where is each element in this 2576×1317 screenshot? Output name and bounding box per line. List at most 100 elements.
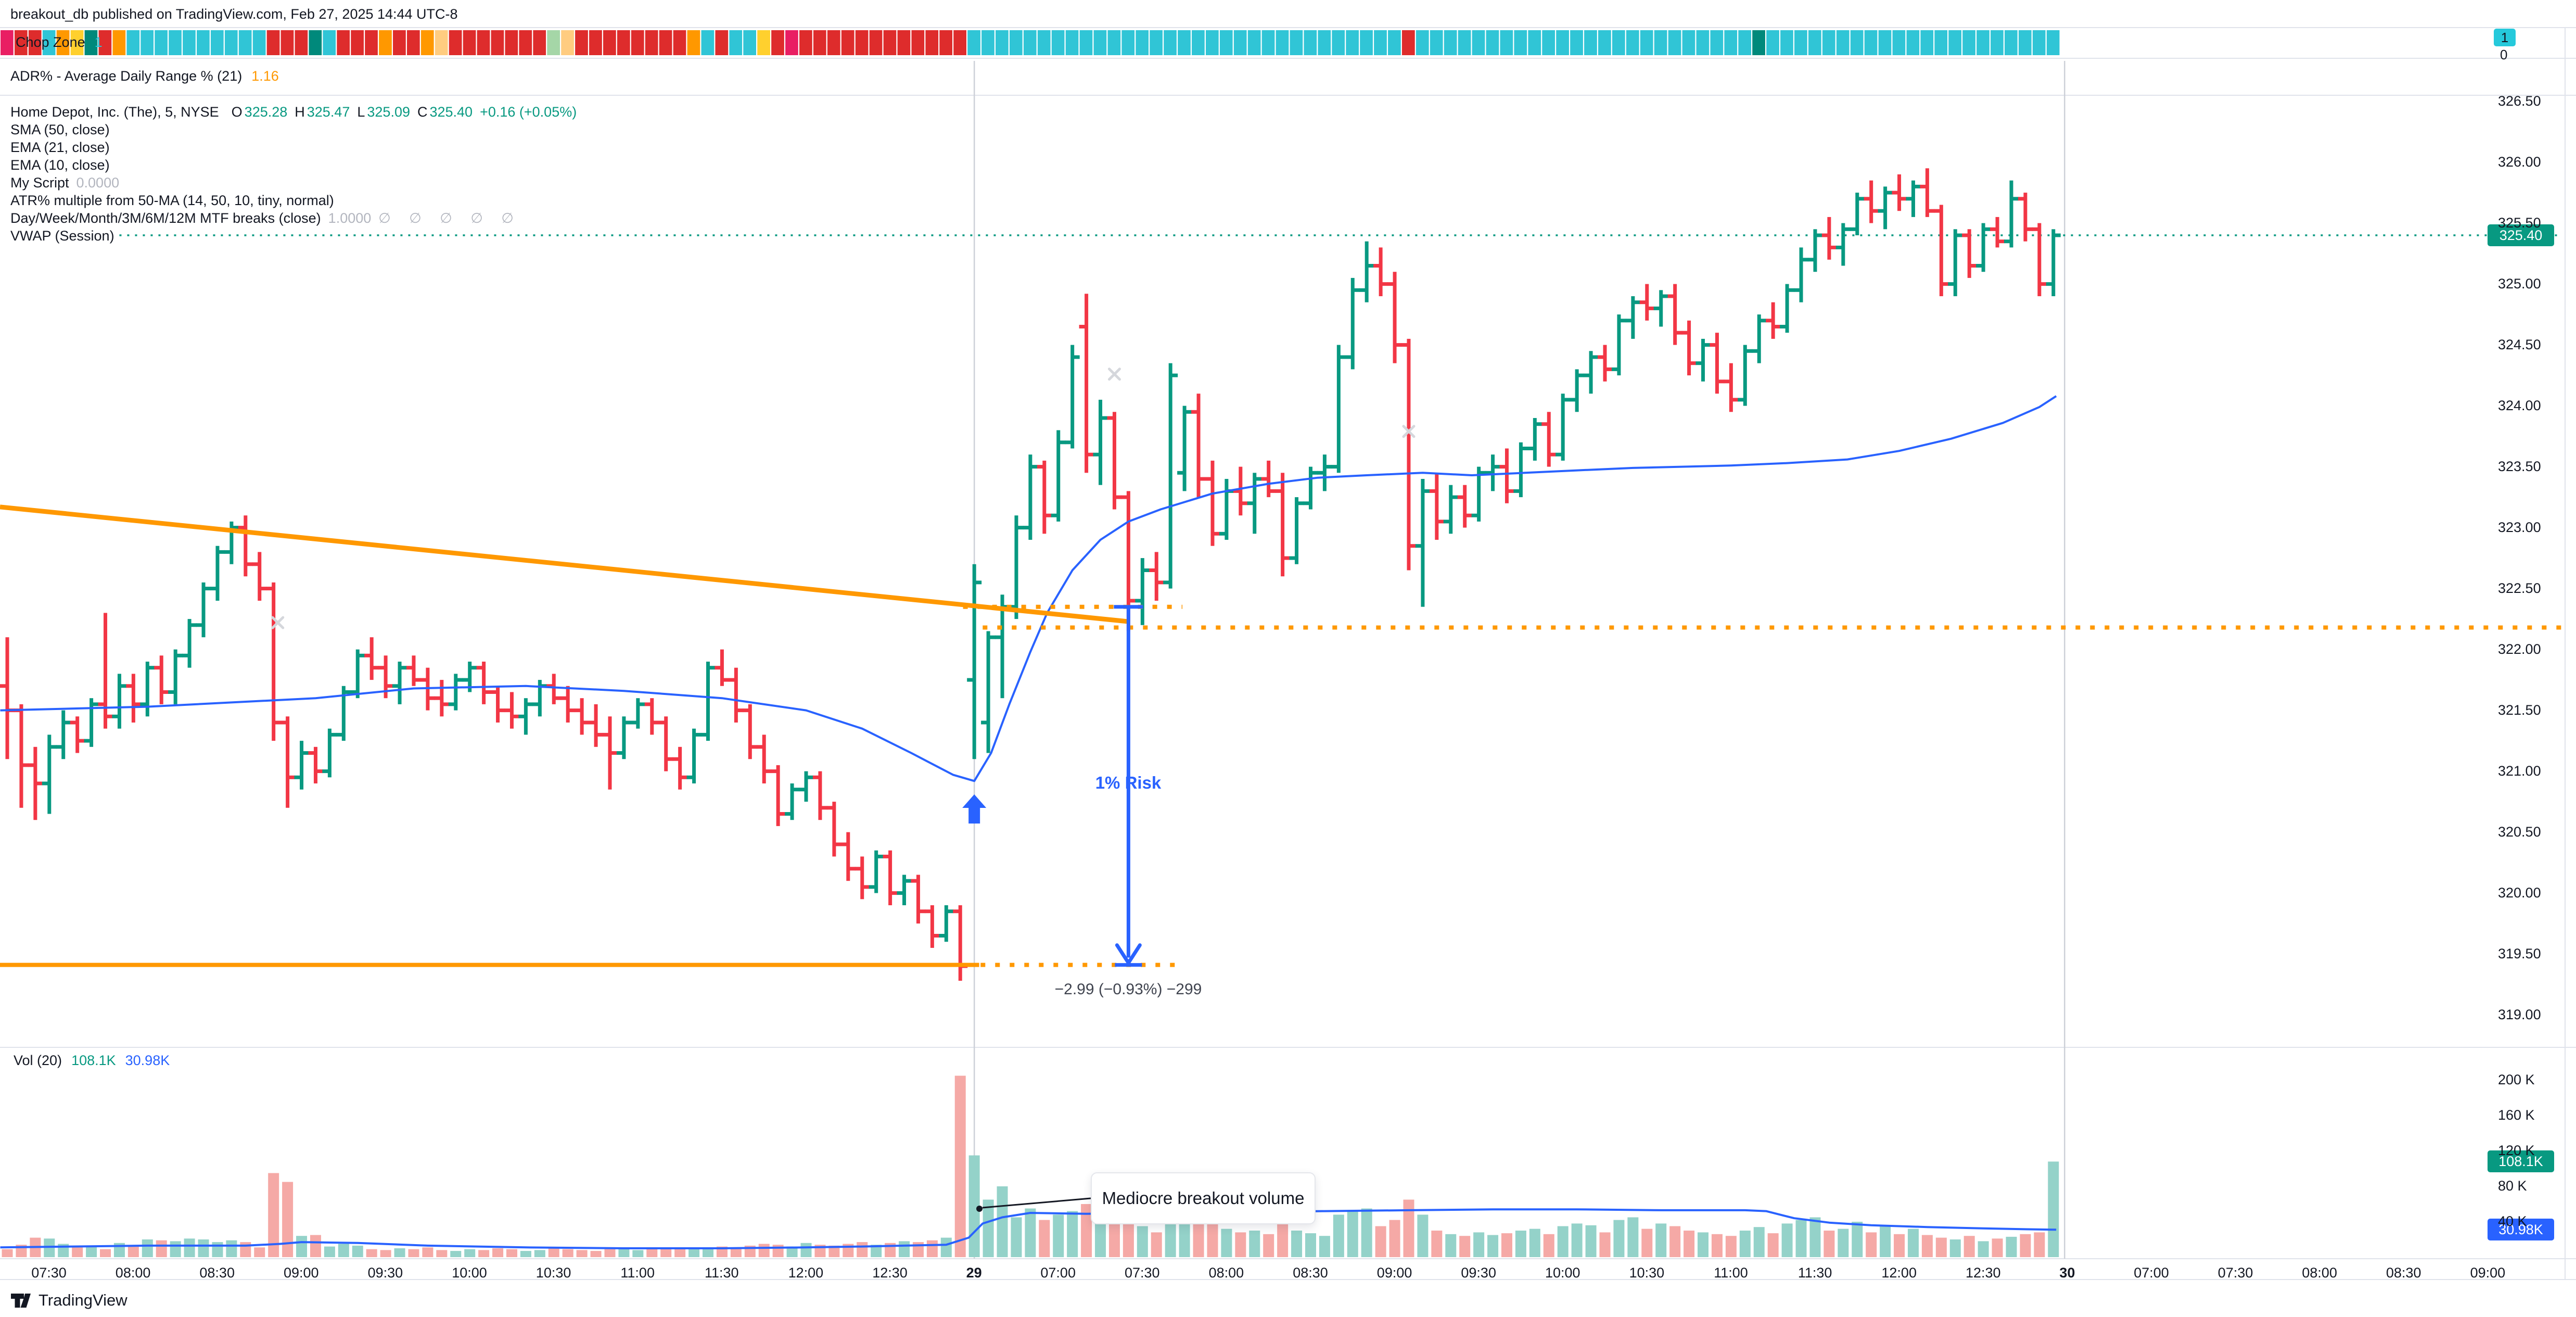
chop-zone-cell <box>1780 30 1793 55</box>
ema10-legend-row[interactable]: EMA (10, close) <box>10 157 110 173</box>
price-bar-close-tick <box>1338 355 1346 359</box>
volume-bar <box>198 1239 209 1257</box>
volume-bar <box>1585 1225 1597 1257</box>
price-bar-close-tick <box>2039 282 2047 286</box>
price-bar-close-tick <box>427 696 435 700</box>
price-bar <box>2051 229 2056 296</box>
price-bar <box>258 552 262 601</box>
price-bar <box>215 546 220 601</box>
chop-zone-cell <box>645 30 658 55</box>
price-bar-open-tick <box>1807 258 1815 262</box>
chop-zone-cell <box>1542 30 1555 55</box>
price-bar-close-tick <box>413 678 421 682</box>
price-bar-open-tick <box>1261 477 1269 481</box>
chop-zone-cell <box>673 30 686 55</box>
volume-bar <box>1095 1217 1106 1257</box>
price-bar-close-tick <box>1254 477 1262 481</box>
price-bar-open-tick <box>2018 197 2025 201</box>
chop-zone-cell <box>1738 30 1752 55</box>
price-tick-label: 322.00 <box>2498 641 2541 657</box>
price-bar-open-tick <box>630 720 638 725</box>
time-tick-label: 08:30 <box>199 1265 235 1281</box>
price-bar <box>1519 442 1523 498</box>
atr-legend-row[interactable]: ATR% multiple from 50-MA (14, 50, 10, ti… <box>10 193 334 209</box>
vwap-legend-row[interactable]: VWAP (Session) <box>10 228 114 244</box>
price-bar-close-tick <box>890 891 898 895</box>
price-bar-open-tick <box>532 702 540 706</box>
risk-annotation-label[interactable]: 1% Risk <box>1095 773 1162 792</box>
price-tick-label: 326.00 <box>2498 154 2541 170</box>
price-bar-close-tick <box>273 720 281 725</box>
price-bar-open-tick <box>826 806 834 810</box>
myscript-legend-row[interactable]: My Script 0.0000 <box>10 175 119 191</box>
volume-bar <box>1894 1234 1905 1257</box>
adr-legend[interactable]: ADR% - Average Daily Range % (21) 1.16 <box>10 68 279 84</box>
price-bar <box>832 802 836 857</box>
chop-zone-cell <box>1415 30 1429 55</box>
chop-zone-cell <box>659 30 672 55</box>
close-value: 325.40 <box>429 104 473 120</box>
volume-bar <box>548 1248 559 1257</box>
chop-zone-cell <box>1892 30 1906 55</box>
volume-bar <box>1557 1226 1568 1257</box>
chop-zone-cell <box>1794 30 1807 55</box>
chop-zone-cell <box>911 30 925 55</box>
price-bar <box>1617 314 1621 376</box>
price-bar-open-tick <box>1303 501 1311 505</box>
volume-bar <box>324 1246 335 1257</box>
volume-label: Vol (20) <box>14 1053 62 1068</box>
tradingview-logo[interactable]: TradingView <box>9 1289 127 1312</box>
mtf-legend-row[interactable]: Day/Week/Month/3M/6M/12M MTF breaks (clo… <box>10 210 521 226</box>
volume-bar <box>1263 1234 1274 1257</box>
sma-legend-row[interactable]: SMA (50, close) <box>10 122 110 138</box>
time-axis[interactable]: 07:30 08:00 08:30 09:00 09:30 10:00 10:30 11:00… <box>0 1259 2576 1287</box>
price-bar-close-tick <box>343 690 351 694</box>
price-bar-close-tick <box>1969 264 1977 268</box>
volume-bar <box>1375 1226 1386 1257</box>
price-bar-open-tick <box>1780 325 1788 328</box>
symbol-legend-row[interactable]: Home Depot, Inc. (The), 5, NYSE O 325.28 … <box>10 104 577 120</box>
callout-dot <box>976 1206 983 1212</box>
time-tick-label: 12:00 <box>1881 1265 1917 1281</box>
price-bar <box>412 655 416 686</box>
price-bar-close-tick <box>1618 319 1626 323</box>
publish-header: breakout_db published on TradingView.com… <box>10 6 458 22</box>
chop-zone-cell <box>996 30 1009 55</box>
price-bar <box>1112 412 1116 510</box>
vwap-label: VWAP (Session) <box>10 228 114 244</box>
breakout-volume-callout[interactable]: Mediocre breakout volume <box>1091 1172 1316 1224</box>
volume-bar <box>1459 1236 1471 1257</box>
volume-bar <box>786 1246 798 1257</box>
chop-zone-cell <box>1164 30 1177 55</box>
volume-bar <box>1753 1227 1765 1257</box>
price-tick-label: 325.00 <box>2498 275 2541 292</box>
price-bar <box>1869 180 1873 223</box>
price-bar <box>804 771 808 802</box>
callout-leader-line <box>982 1197 1091 1209</box>
volume-bar <box>1011 1217 1022 1257</box>
volume-legend[interactable]: Vol (20) 108.1K 30.98K <box>14 1053 170 1069</box>
price-bar-close-tick <box>1324 465 1332 469</box>
chop-zone-cell <box>631 30 644 55</box>
ema21-legend-row[interactable]: EMA (21, close) <box>10 140 110 156</box>
chop-zone-cell <box>1570 30 1583 55</box>
time-tick-day-label: 29 <box>966 1265 982 1281</box>
price-bar-open-tick <box>1864 197 1871 201</box>
chop-zone-cell <box>785 30 798 55</box>
volume-bar <box>1921 1235 1933 1257</box>
volume-bar <box>226 1240 237 1257</box>
volume-bar <box>1501 1233 1513 1257</box>
volume-bar <box>282 1182 294 1257</box>
price-bar <box>61 710 66 759</box>
chop-zone-cell <box>351 30 364 55</box>
price-bar <box>384 655 388 699</box>
measure-arrowhead <box>1115 943 1130 965</box>
chop-zone-legend[interactable]: Chop Zone 1 <box>16 34 103 50</box>
price-bar-open-tick <box>1317 471 1325 475</box>
price-bar <box>762 735 766 783</box>
tradingview-wordmark: TradingView <box>39 1291 127 1309</box>
price-bar <box>958 905 962 981</box>
price-bar-close-tick <box>1268 489 1276 493</box>
